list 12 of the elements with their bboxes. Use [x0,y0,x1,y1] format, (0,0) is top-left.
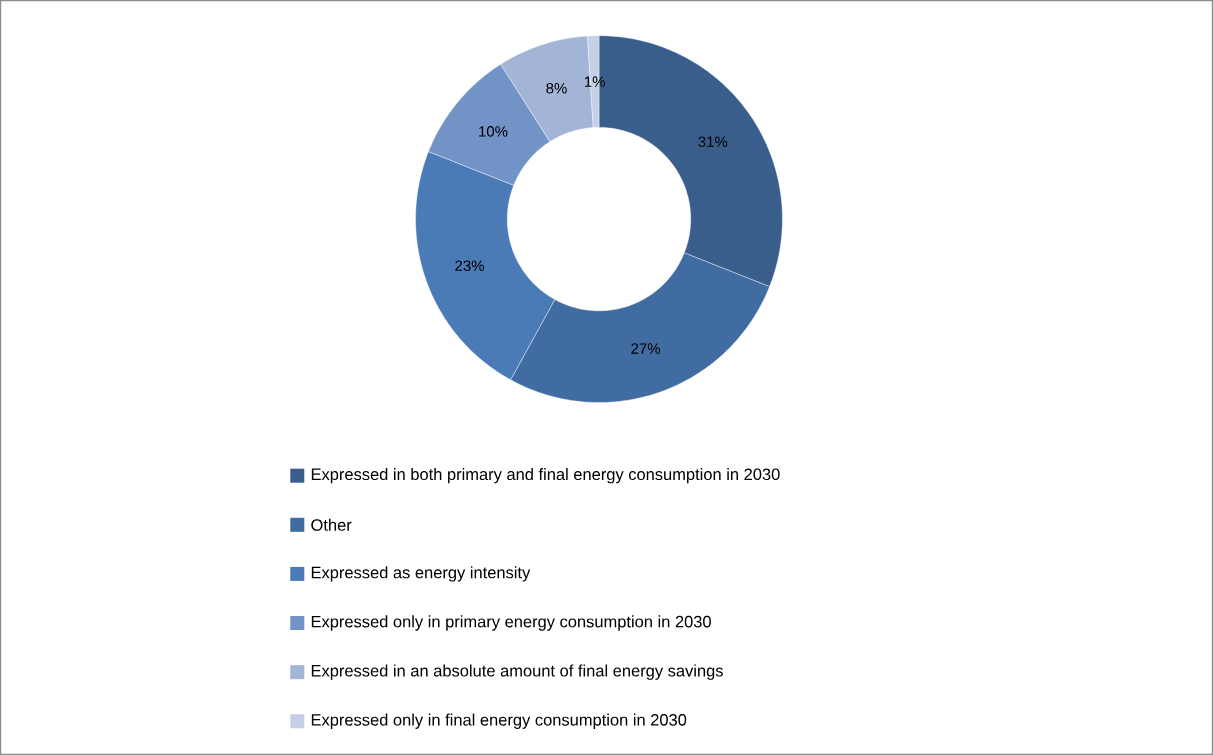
legend-label: Expressed in both primary and final energy consumption in 2030 [311,468,780,484]
data-label: 31% [698,136,728,148]
data-label: 1% [584,76,605,87]
legend-label: Expressed as energy intensity [311,566,531,582]
legend-label: Expressed only in final energy consumption in 2030 [311,713,687,729]
data-label: 27% [631,343,661,354]
data-label: 10% [479,126,508,137]
legend-label: Expressed only in primary energy consumption in 2030 [311,615,711,631]
data-label: 8% [546,82,567,94]
legend-label: Other [311,518,352,531]
data-label: 23% [455,260,484,272]
legend-label: Expressed in an absolute amount of final energy savings [311,664,723,680]
